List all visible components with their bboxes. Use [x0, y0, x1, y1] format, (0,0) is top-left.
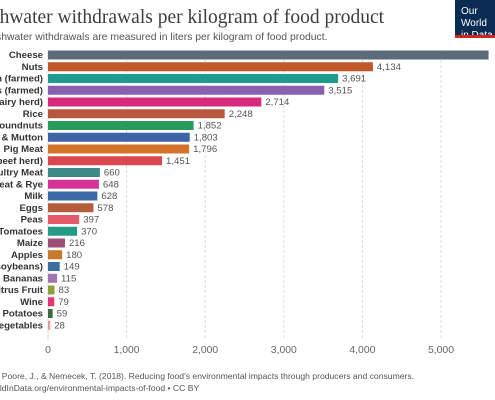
x-tick-label: 3,000 — [271, 345, 297, 356]
value-label: 115 — [61, 273, 76, 284]
bar[interactable] — [48, 132, 190, 142]
x-tick-label: 5,000 — [428, 345, 454, 356]
value-label: 660 — [104, 168, 120, 179]
category-label: Bananas — [3, 273, 43, 284]
category-label: Apples — [11, 250, 43, 261]
value-label: 648 — [103, 179, 119, 190]
bar[interactable] — [48, 85, 325, 95]
bar[interactable] — [48, 168, 100, 177]
value-label: 578 — [97, 203, 113, 214]
source-citation: : Poore, J., & Nemecek, T. (2018). Reduc… — [0, 371, 415, 381]
value-label: 2,248 — [229, 109, 253, 120]
value-label: 1,796 — [193, 144, 217, 155]
value-label: 4,134 — [377, 62, 402, 73]
category-label: Peas — [21, 215, 43, 226]
value-label: 370 — [81, 226, 97, 237]
bar[interactable] — [48, 156, 163, 166]
category-label: soybeans) — [0, 262, 43, 273]
x-tick-label: 4,000 — [349, 345, 375, 356]
category-label: egetables — [0, 320, 43, 331]
bar[interactable] — [48, 203, 94, 213]
bar[interactable] — [48, 226, 78, 236]
x-axis-ticks: 0 1,000 2,000 3,000 4,000 5,000 — [45, 345, 454, 356]
source-note: : Poore, J., & Nemecek, T. (2018). Reduc… — [0, 370, 414, 394]
category-label: Pig Meat — [4, 144, 44, 155]
category-label: itrus Fruit — [0, 285, 44, 296]
value-label: 397 — [83, 215, 99, 226]
x-tick-label: 0 — [45, 345, 51, 356]
bars — [48, 50, 489, 330]
category-label: Maize — [17, 238, 43, 249]
bar[interactable] — [48, 215, 80, 224]
category-label: Eggs — [20, 203, 43, 214]
value-label: 628 — [101, 191, 117, 202]
value-label: 3,515 — [328, 85, 352, 96]
owid-logo[interactable]: Our World in Data — [455, 0, 495, 35]
bar[interactable] — [48, 62, 373, 72]
value-label: 2,714 — [265, 97, 290, 108]
category-label: Potatoes — [2, 309, 43, 320]
bar[interactable] — [48, 309, 53, 318]
value-label: 83 — [59, 285, 70, 296]
category-label: neat & Rye — [0, 179, 43, 190]
chart-subtitle: shwater withdrawals are measured in lite… — [0, 32, 328, 43]
logo-accent-bar — [455, 35, 495, 38]
source-url[interactable]: rldInData.org/environmental-impacts-of-f… — [0, 383, 200, 393]
category-label: Rice — [23, 109, 43, 120]
chart-title: shwater withdrawals per kilogram of food… — [0, 7, 385, 28]
category-label: h (farmed) — [0, 74, 43, 85]
bar[interactable] — [48, 121, 194, 130]
category-label: Tomatoes — [0, 226, 43, 237]
bar[interactable] — [48, 179, 99, 189]
value-label: 1,803 — [194, 132, 218, 143]
category-label: beef herd) — [0, 156, 43, 167]
category-label: & Mutton — [1, 132, 43, 143]
bar[interactable] — [48, 74, 339, 83]
value-label: 3,691 — [342, 74, 366, 85]
value-label: 1,451 — [166, 156, 190, 167]
value-label: 59 — [57, 309, 68, 320]
bar[interactable] — [48, 297, 55, 307]
category-label: ultry Meat — [0, 168, 44, 179]
category-label: Cheese — [9, 50, 43, 61]
bar[interactable] — [48, 285, 55, 295]
x-tick-label: 1,000 — [114, 345, 140, 356]
value-label: 79 — [58, 297, 69, 308]
value-label: 180 — [66, 250, 82, 261]
value-label: 28 — [54, 320, 65, 331]
bar[interactable] — [48, 238, 65, 248]
bar[interactable] — [48, 144, 190, 154]
category-label: roundnuts — [0, 121, 43, 132]
value-label: 216 — [69, 238, 85, 249]
bar[interactable] — [48, 320, 51, 330]
bar[interactable] — [48, 262, 60, 271]
category-label: Wine — [20, 297, 43, 308]
category-label: lairy herd) — [0, 97, 43, 108]
category-label: Milk — [24, 191, 43, 202]
x-tick-label: 2,000 — [192, 345, 218, 356]
bar[interactable] — [48, 97, 262, 107]
value-label: 1,852 — [198, 121, 222, 132]
bar[interactable] — [48, 250, 63, 260]
bar[interactable] — [48, 50, 489, 60]
value-label: 149 — [64, 262, 80, 273]
category-label: Nuts — [22, 62, 43, 73]
category-label: s (farmed) — [0, 85, 43, 96]
bar[interactable] — [48, 191, 98, 201]
bar[interactable] — [48, 273, 58, 283]
bar[interactable] — [48, 109, 225, 119]
